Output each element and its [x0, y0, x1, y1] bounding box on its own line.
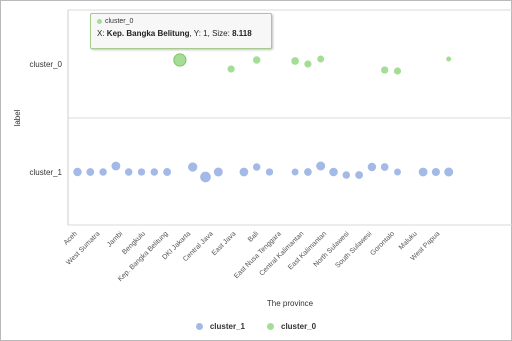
- chart-tooltip: cluster_0 X: Kep. Bangka Belitung, Y: 1,…: [90, 13, 272, 49]
- data-point-cluster-0: [252, 56, 261, 64]
- data-point-cluster-1: [265, 168, 274, 176]
- data-point-cluster-1: [137, 168, 146, 176]
- data-point-cluster-0: [393, 67, 402, 75]
- chart-legend: cluster_1 cluster_0: [0, 322, 512, 331]
- data-point-cluster-1: [342, 171, 351, 179]
- legend-swatch-cluster-0: [267, 323, 274, 330]
- tooltip-x-label: X: [97, 29, 103, 38]
- data-point-cluster-0: [291, 57, 299, 65]
- data-point-cluster-1: [86, 168, 95, 176]
- data-point-cluster-0: [227, 65, 235, 73]
- data-point-cluster-1: [444, 167, 454, 177]
- data-point-cluster-1: [163, 168, 172, 176]
- data-point-cluster-1: [124, 168, 133, 176]
- tooltip-size-value: 8.118: [232, 29, 252, 38]
- data-point-cluster-1: [380, 163, 389, 171]
- x-tick-label: Jambi: [106, 230, 124, 248]
- x-tick-label: Bali: [247, 230, 261, 244]
- data-point-cluster-1: [418, 167, 428, 177]
- y-tick-label-cluster-0: cluster_0: [30, 60, 63, 69]
- data-point-cluster-1: [431, 167, 440, 177]
- legend-item-cluster-0[interactable]: cluster_0: [267, 322, 316, 331]
- data-point-cluster-1: [367, 162, 377, 172]
- data-point-cluster-1: [239, 167, 249, 177]
- tooltip-series-dot: [97, 19, 102, 24]
- x-tick-label: Aceh: [63, 230, 79, 246]
- x-tick-label: Maluku: [398, 230, 419, 251]
- x-tick-label: East Java: [211, 230, 238, 257]
- tooltip-series-name: cluster_0: [105, 18, 134, 25]
- legend-swatch-cluster-1: [195, 323, 203, 330]
- tooltip-size-label: Size: [212, 29, 228, 38]
- y-axis-title: label: [13, 109, 22, 126]
- y-tick-label-cluster-1: cluster_1: [30, 168, 63, 177]
- tooltip-x-value: Kep. Bangka Belitung: [106, 29, 190, 38]
- data-point-cluster-0: [446, 56, 452, 62]
- data-point-cluster-1: [252, 163, 261, 171]
- legend-label-cluster-1: cluster_1: [209, 322, 245, 331]
- tooltip-y-label: Y: [193, 29, 199, 38]
- data-point-cluster-1: [355, 171, 363, 179]
- data-point-cluster-1: [200, 171, 211, 183]
- data-point-cluster-1: [291, 168, 299, 176]
- data-point-cluster-1: [73, 167, 82, 177]
- data-point-cluster-1: [213, 167, 223, 177]
- data-point-cluster-0: [317, 55, 325, 63]
- data-point-cluster-1: [150, 168, 159, 176]
- hover-ring: [173, 53, 187, 67]
- data-point-cluster-1: [111, 161, 121, 171]
- data-point-cluster-1: [394, 168, 401, 176]
- tooltip-y-value: 1: [203, 29, 208, 38]
- data-point-cluster-1: [188, 162, 198, 172]
- legend-item-cluster-1[interactable]: cluster_1: [195, 322, 245, 331]
- data-point-cluster-1: [316, 161, 326, 171]
- data-point-cluster-1: [329, 167, 338, 177]
- legend-label-cluster-0: cluster_0: [281, 322, 317, 331]
- data-point-cluster-1: [99, 168, 107, 176]
- x-axis-title: The province: [267, 299, 314, 308]
- data-point-cluster-0: [381, 66, 389, 74]
- data-point-cluster-1: [304, 168, 312, 176]
- x-tick-label: Gorontalo: [369, 230, 396, 257]
- data-point-cluster-0: [173, 53, 186, 67]
- data-point-cluster-0: [304, 60, 312, 68]
